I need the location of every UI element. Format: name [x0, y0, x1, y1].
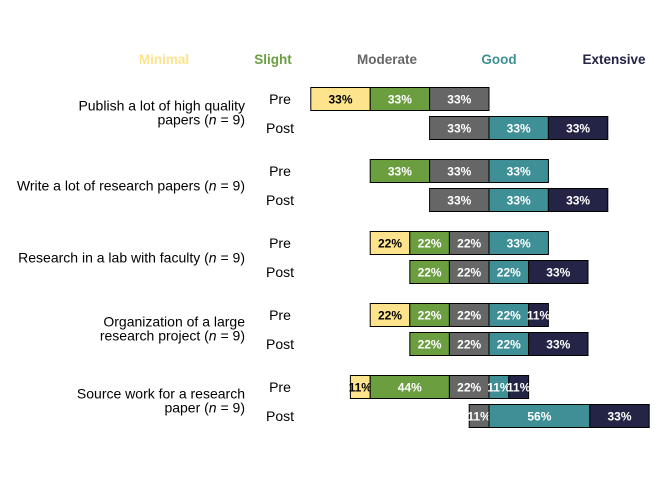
group-label-1: Write a lot of research papers (n = 9): [17, 178, 245, 194]
bar-data-label: 56%: [527, 410, 551, 424]
bar-data-label: 22%: [418, 266, 442, 280]
bar-data-label: 33%: [507, 237, 531, 251]
bar-data-label: 33%: [546, 338, 570, 352]
bar-data-label: 22%: [457, 309, 481, 323]
bar-data-label: 33%: [566, 194, 590, 208]
bar-data-label: 33%: [388, 93, 412, 107]
bar-data-label: 11%: [487, 381, 511, 395]
bar-data-label: 33%: [328, 93, 352, 107]
bars: 33% 33% 33% 33% 33% 33% 33% 33% 33% 33% 33% 33% 22% 2…: [310, 87, 650, 428]
bar-segment-extensive: [508, 375, 530, 399]
row-label-post: Post: [266, 192, 294, 208]
row-label-pre: Pre: [269, 379, 291, 395]
bar-segment-extensive: [528, 260, 589, 284]
bar-data-label: 33%: [566, 122, 590, 136]
bar-data-label: 33%: [388, 165, 412, 179]
legend: Minimal Slight Moderate Good Extensive: [139, 52, 646, 67]
bar-data-label: 22%: [457, 381, 481, 395]
row-label-post: Post: [266, 264, 294, 280]
bar-segment-moderate: [429, 87, 490, 111]
legend-entry-good: Good: [481, 52, 516, 67]
bar-data-label: 33%: [507, 122, 531, 136]
legend-entry-slight: Slight: [254, 52, 292, 67]
bar-segment-extensive: [589, 404, 650, 428]
group-label-3: Organization of a large: [103, 314, 245, 330]
bar-data-label: 22%: [378, 309, 402, 323]
row-label-pre: Pre: [269, 235, 291, 251]
bar-data-label: 33%: [507, 194, 531, 208]
bar-data-label: 11%: [507, 381, 531, 395]
bar-segment-good: [488, 231, 549, 255]
bar-data-label: 22%: [418, 237, 442, 251]
bar-data-label: 33%: [447, 194, 471, 208]
bar-data-label: 22%: [457, 338, 481, 352]
bar-data-label: 33%: [447, 93, 471, 107]
bar-data-label: 11%: [467, 410, 491, 424]
bar-data-label: 33%: [447, 165, 471, 179]
bar-segment-extensive: [547, 188, 609, 212]
bar-data-label: 22%: [497, 338, 521, 352]
group-label-0: Publish a lot of high quality: [78, 98, 245, 114]
bar-data-label: 11%: [527, 309, 551, 323]
bar-segment-extensive: [547, 116, 609, 140]
bar-data-label: 22%: [497, 266, 521, 280]
bar-segment-extensive: [528, 303, 549, 327]
legend-entry-minimal: Minimal: [139, 52, 189, 67]
legend-entry-extensive: Extensive: [582, 52, 646, 67]
row-label-pre: Pre: [269, 91, 291, 107]
bar-data-label: 44%: [398, 381, 422, 395]
bar-data-label: 22%: [378, 237, 402, 251]
bar-data-label: 33%: [507, 165, 531, 179]
row-label-post: Post: [266, 120, 294, 136]
bar-data-label: 33%: [447, 122, 471, 136]
bar-segment-good: [488, 159, 549, 183]
bar-segment-extensive: [528, 332, 589, 356]
group-label-2: Research in a lab with faculty (n = 9): [18, 250, 245, 266]
bar-data-label: 11%: [349, 381, 373, 395]
row-label-post: Post: [266, 408, 294, 424]
bar-data-label: 22%: [418, 338, 442, 352]
bar-data-label: 22%: [418, 309, 442, 323]
row-label-pre: Pre: [269, 307, 291, 323]
group-label-0-line2: papers (n = 9): [157, 112, 245, 128]
bar-data-label: 33%: [546, 266, 570, 280]
group-label-4-line2: paper (n = 9): [164, 400, 245, 416]
bar-data-label: 22%: [497, 309, 521, 323]
group-label-4: Source work for a research: [77, 386, 245, 402]
bar-data-label: 33%: [607, 410, 631, 424]
group-label-3-line2: research project (n = 9): [100, 328, 245, 344]
row-label-pre: Pre: [269, 163, 291, 179]
bar-data-label: 22%: [457, 237, 481, 251]
legend-entry-moderate: Moderate: [357, 52, 418, 67]
bar-data-label: 22%: [457, 266, 481, 280]
row-label-post: Post: [266, 336, 294, 352]
